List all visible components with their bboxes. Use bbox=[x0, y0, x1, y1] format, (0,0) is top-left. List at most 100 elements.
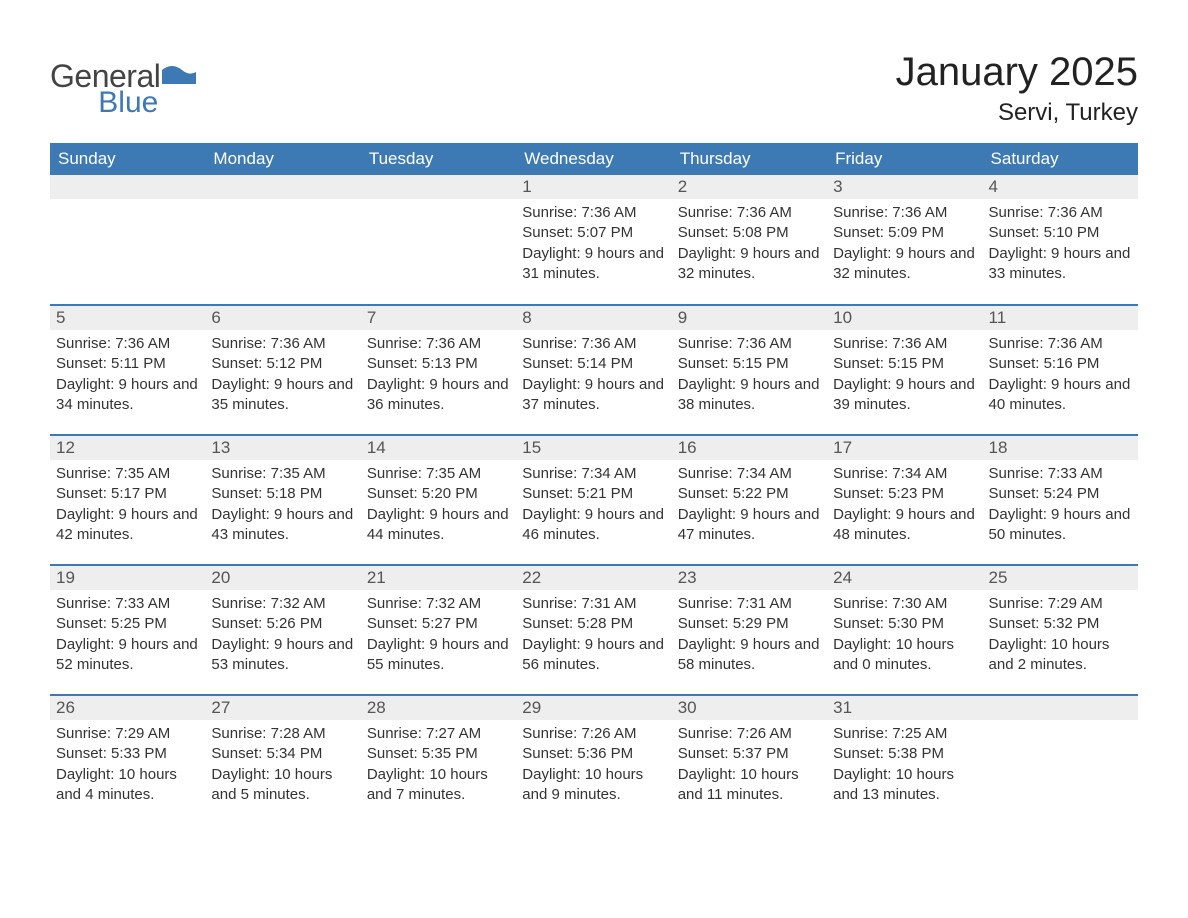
calendar-cell: 9Sunrise: 7:36 AMSunset: 5:15 PMDaylight… bbox=[672, 305, 827, 435]
day-body: Sunrise: 7:36 AMSunset: 5:07 PMDaylight:… bbox=[516, 199, 671, 292]
sunset-text: Sunset: 5:16 PM bbox=[989, 354, 1132, 374]
calendar-cell: 25Sunrise: 7:29 AMSunset: 5:32 PMDayligh… bbox=[983, 565, 1138, 695]
day-number: 23 bbox=[672, 566, 827, 590]
day-number: 18 bbox=[983, 436, 1138, 460]
daylight-text: Daylight: 10 hours and 5 minutes. bbox=[211, 765, 354, 806]
sunrise-text: Sunrise: 7:32 AM bbox=[211, 594, 354, 614]
day-body: Sunrise: 7:26 AMSunset: 5:36 PMDaylight:… bbox=[516, 720, 671, 813]
daylight-text: Daylight: 9 hours and 36 minutes. bbox=[367, 375, 510, 416]
daylight-text: Daylight: 9 hours and 48 minutes. bbox=[833, 505, 976, 546]
sunrise-text: Sunrise: 7:36 AM bbox=[833, 203, 976, 223]
day-number: 1 bbox=[516, 175, 671, 199]
calendar-week-row: 26Sunrise: 7:29 AMSunset: 5:33 PMDayligh… bbox=[50, 695, 1138, 825]
sunset-text: Sunset: 5:24 PM bbox=[989, 484, 1132, 504]
sunset-text: Sunset: 5:36 PM bbox=[522, 744, 665, 764]
daylight-text: Daylight: 9 hours and 33 minutes. bbox=[989, 244, 1132, 285]
day-number: 22 bbox=[516, 566, 671, 590]
day-number: 15 bbox=[516, 436, 671, 460]
day-number: 13 bbox=[205, 436, 360, 460]
daylight-text: Daylight: 10 hours and 0 minutes. bbox=[833, 635, 976, 676]
sunrise-text: Sunrise: 7:33 AM bbox=[989, 464, 1132, 484]
day-body: Sunrise: 7:33 AMSunset: 5:24 PMDaylight:… bbox=[983, 460, 1138, 553]
daylight-text: Daylight: 10 hours and 13 minutes. bbox=[833, 765, 976, 806]
logo-word-blue: Blue bbox=[98, 88, 158, 118]
calendar-cell: 3Sunrise: 7:36 AMSunset: 5:09 PMDaylight… bbox=[827, 175, 982, 305]
day-body: Sunrise: 7:32 AMSunset: 5:27 PMDaylight:… bbox=[361, 590, 516, 683]
calendar-cell: 21Sunrise: 7:32 AMSunset: 5:27 PMDayligh… bbox=[361, 565, 516, 695]
sunset-text: Sunset: 5:26 PM bbox=[211, 614, 354, 634]
day-body: Sunrise: 7:33 AMSunset: 5:25 PMDaylight:… bbox=[50, 590, 205, 683]
calendar-week-row: 1Sunrise: 7:36 AMSunset: 5:07 PMDaylight… bbox=[50, 175, 1138, 305]
daylight-text: Daylight: 9 hours and 56 minutes. bbox=[522, 635, 665, 676]
day-number: 24 bbox=[827, 566, 982, 590]
location: Servi, Turkey bbox=[896, 99, 1138, 127]
sunset-text: Sunset: 5:17 PM bbox=[56, 484, 199, 504]
calendar-cell: 8Sunrise: 7:36 AMSunset: 5:14 PMDaylight… bbox=[516, 305, 671, 435]
sunrise-text: Sunrise: 7:34 AM bbox=[522, 464, 665, 484]
day-body: Sunrise: 7:36 AMSunset: 5:10 PMDaylight:… bbox=[983, 199, 1138, 292]
sunrise-text: Sunrise: 7:35 AM bbox=[56, 464, 199, 484]
month-title: January 2025 bbox=[896, 50, 1138, 95]
sunset-text: Sunset: 5:23 PM bbox=[833, 484, 976, 504]
sunrise-text: Sunrise: 7:27 AM bbox=[367, 724, 510, 744]
calendar-cell: 17Sunrise: 7:34 AMSunset: 5:23 PMDayligh… bbox=[827, 435, 982, 565]
day-number-empty bbox=[50, 175, 205, 199]
calendar-header-row: SundayMondayTuesdayWednesdayThursdayFrid… bbox=[50, 143, 1138, 175]
weekday-header: Friday bbox=[827, 143, 982, 175]
daylight-text: Daylight: 9 hours and 43 minutes. bbox=[211, 505, 354, 546]
daylight-text: Daylight: 9 hours and 35 minutes. bbox=[211, 375, 354, 416]
day-number: 9 bbox=[672, 306, 827, 330]
daylight-text: Daylight: 10 hours and 9 minutes. bbox=[522, 765, 665, 806]
daylight-text: Daylight: 9 hours and 44 minutes. bbox=[367, 505, 510, 546]
sunset-text: Sunset: 5:11 PM bbox=[56, 354, 199, 374]
calendar-cell: 16Sunrise: 7:34 AMSunset: 5:22 PMDayligh… bbox=[672, 435, 827, 565]
daylight-text: Daylight: 9 hours and 37 minutes. bbox=[522, 375, 665, 416]
daylight-text: Daylight: 9 hours and 39 minutes. bbox=[833, 375, 976, 416]
day-number: 12 bbox=[50, 436, 205, 460]
day-body: Sunrise: 7:26 AMSunset: 5:37 PMDaylight:… bbox=[672, 720, 827, 813]
calendar-cell: 22 Sunrise: 7:31 AMSunset: 5:28 PMDayligh… bbox=[516, 565, 671, 695]
calendar-cell: 24Sunrise: 7:30 AMSunset: 5:30 PMDayligh… bbox=[827, 565, 982, 695]
sunrise-text: Sunrise: 7:33 AM bbox=[56, 594, 199, 614]
day-body: Sunrise: 7:36 AMSunset: 5:11 PMDaylight:… bbox=[50, 330, 205, 423]
day-body: Sunrise: 7:28 AMSunset: 5:34 PMDaylight:… bbox=[205, 720, 360, 813]
day-number: 20 bbox=[205, 566, 360, 590]
weekday-header: Monday bbox=[205, 143, 360, 175]
daylight-text: Daylight: 9 hours and 34 minutes. bbox=[56, 375, 199, 416]
sunset-text: Sunset: 5:21 PM bbox=[522, 484, 665, 504]
sunset-text: Sunset: 5:35 PM bbox=[367, 744, 510, 764]
sunrise-text: Sunrise: 7:30 AM bbox=[833, 594, 976, 614]
sunrise-text: Sunrise: 7:31 AM bbox=[678, 594, 821, 614]
calendar-cell: 31Sunrise: 7:25 AMSunset: 5:38 PMDayligh… bbox=[827, 695, 982, 825]
sunrise-text: Sunrise: 7:36 AM bbox=[56, 334, 199, 354]
sunrise-text: Sunrise: 7:36 AM bbox=[522, 334, 665, 354]
sunset-text: Sunset: 5:20 PM bbox=[367, 484, 510, 504]
calendar-cell: 1Sunrise: 7:36 AMSunset: 5:07 PMDaylight… bbox=[516, 175, 671, 305]
sunset-text: Sunset: 5:28 PM bbox=[522, 614, 665, 634]
calendar-cell: 27Sunrise: 7:28 AMSunset: 5:34 PMDayligh… bbox=[205, 695, 360, 825]
day-body: Sunrise: 7:30 AMSunset: 5:30 PMDaylight:… bbox=[827, 590, 982, 683]
calendar-cell: 10Sunrise: 7:36 AMSunset: 5:15 PMDayligh… bbox=[827, 305, 982, 435]
sunrise-text: Sunrise: 7:26 AM bbox=[678, 724, 821, 744]
day-number: 21 bbox=[361, 566, 516, 590]
sunset-text: Sunset: 5:09 PM bbox=[833, 223, 976, 243]
day-number: 17 bbox=[827, 436, 982, 460]
day-number: 8 bbox=[516, 306, 671, 330]
day-number: 25 bbox=[983, 566, 1138, 590]
weekday-header: Tuesday bbox=[361, 143, 516, 175]
sunset-text: Sunset: 5:10 PM bbox=[989, 223, 1132, 243]
day-number: 28 bbox=[361, 696, 516, 720]
sunrise-text: Sunrise: 7:31 AM bbox=[522, 594, 665, 614]
calendar-cell: 15Sunrise: 7:34 AMSunset: 5:21 PMDayligh… bbox=[516, 435, 671, 565]
daylight-text: Daylight: 10 hours and 7 minutes. bbox=[367, 765, 510, 806]
daylight-text: Daylight: 9 hours and 31 minutes. bbox=[522, 244, 665, 285]
sunset-text: Sunset: 5:33 PM bbox=[56, 744, 199, 764]
sunset-text: Sunset: 5:32 PM bbox=[989, 614, 1132, 634]
calendar-cell: 26Sunrise: 7:29 AMSunset: 5:33 PMDayligh… bbox=[50, 695, 205, 825]
calendar-cell: 13Sunrise: 7:35 AMSunset: 5:18 PMDayligh… bbox=[205, 435, 360, 565]
sunrise-text: Sunrise: 7:36 AM bbox=[989, 203, 1132, 223]
day-body: Sunrise: 7:34 AMSunset: 5:22 PMDaylight:… bbox=[672, 460, 827, 553]
calendar-cell bbox=[50, 175, 205, 305]
calendar-cell: 28 Sunrise: 7:27 AMSunset: 5:35 PMDayligh… bbox=[361, 695, 516, 825]
calendar-cell: 4Sunrise: 7:36 AMSunset: 5:10 PMDaylight… bbox=[983, 175, 1138, 305]
